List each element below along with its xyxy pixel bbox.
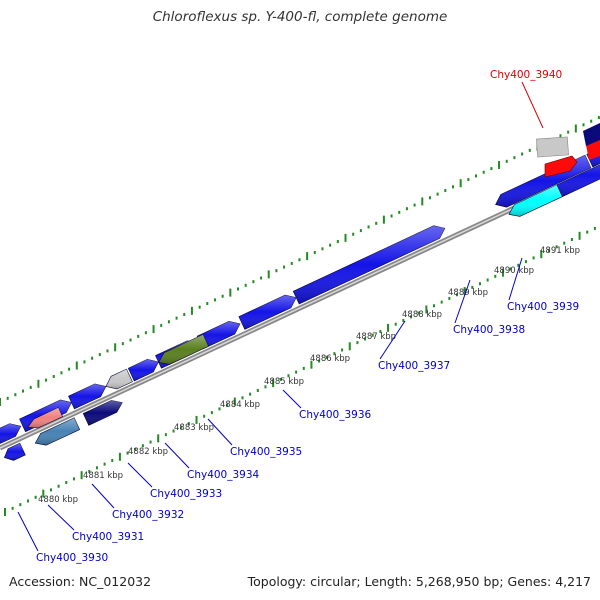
leader-line xyxy=(91,483,115,509)
leader-line xyxy=(207,418,233,446)
tick-label: 4885 kbp xyxy=(264,377,304,387)
leader-line xyxy=(17,511,39,552)
backbone-highlight xyxy=(0,167,600,449)
gene-shading xyxy=(27,407,63,429)
gene-lower xyxy=(158,334,209,365)
tick-labels: 4880 kbp 4881 kbp 4882 kbp 4883 kbp 4884 kbp… xyxy=(38,246,580,505)
leader-line xyxy=(47,504,75,531)
gene-shading xyxy=(128,359,159,381)
tick-label: 4888 kbp xyxy=(402,310,442,320)
gene-shading xyxy=(35,417,80,446)
gene-label: Chy400_3938 xyxy=(453,324,525,336)
gene-label: Chy400_3936 xyxy=(299,409,372,421)
gene-upper xyxy=(292,225,446,305)
accession-label: Accession: NC_012032 xyxy=(9,574,152,589)
gene-upper xyxy=(0,423,22,444)
gene-labels: Chy400_3930 Chy400_3931 Chy400_3932 Chy400_… xyxy=(17,69,579,564)
tick-label: 4882 kbp xyxy=(128,447,168,457)
gene-shading xyxy=(556,164,600,197)
tick-label: 4886 kbp xyxy=(310,354,350,364)
gene-lower xyxy=(34,417,81,446)
gene-navy-partial xyxy=(583,123,600,146)
outer-ruler xyxy=(0,116,600,406)
gene-shading xyxy=(508,184,563,217)
inner-ruler xyxy=(4,226,596,516)
genome-summary: Topology: circular; Length: 5,268,950 bp… xyxy=(247,574,591,589)
leader-line xyxy=(127,462,153,488)
gene-label: Chy400_3940 xyxy=(490,69,562,81)
tick-label: 4881 kbp xyxy=(83,471,123,481)
gene-label: Chy400_3933 xyxy=(150,488,222,500)
gene-shading xyxy=(0,423,21,444)
leader-line xyxy=(379,320,406,360)
tick-label: 4880 kbp xyxy=(38,495,78,505)
gene-label: Chy400_3932 xyxy=(112,509,184,521)
gene-label: Chy400_3939 xyxy=(507,301,579,313)
gene-lower xyxy=(4,442,26,461)
leader-line xyxy=(508,257,523,301)
tick-label: 4884 kbp xyxy=(220,400,260,410)
gene-features xyxy=(0,123,600,461)
gene-shading xyxy=(68,383,106,409)
gene-shading xyxy=(158,334,209,365)
gene-shading xyxy=(293,225,445,304)
gene-upper xyxy=(238,294,297,330)
gene-red-block xyxy=(544,155,578,178)
gene-shading xyxy=(4,443,26,461)
leader-line xyxy=(454,279,471,324)
tick-label: 4883 kbp xyxy=(174,423,214,433)
gene-lower xyxy=(27,407,63,429)
gene-upper xyxy=(68,383,107,410)
gene-label: Chy400_3931 xyxy=(72,531,144,543)
genome-backbone xyxy=(0,165,600,451)
leader-line xyxy=(282,389,302,409)
gene-label: Chy400_3937 xyxy=(378,360,450,372)
gene-label: Chy400_3930 xyxy=(36,552,108,564)
gene-shading xyxy=(83,400,123,426)
tick-label: 4889 kbp xyxy=(448,288,488,298)
tick-label: 4891 kbp xyxy=(540,246,580,256)
gene-upper xyxy=(105,368,133,390)
gene-shading xyxy=(105,369,133,389)
gene-lower xyxy=(82,400,123,426)
gene-upper xyxy=(127,359,159,382)
gene-shading xyxy=(197,321,241,349)
leader-line xyxy=(521,81,544,129)
gene-gray-block xyxy=(536,136,569,158)
map-title: Chloroflexus sp. Y-400-fl, complete geno… xyxy=(152,9,448,25)
tick-label: 4887 kbp xyxy=(356,332,396,342)
gene-lower xyxy=(556,164,600,197)
gene-shading xyxy=(238,295,297,330)
gene-label: Chy400_3934 xyxy=(187,469,260,481)
leader-line xyxy=(164,442,190,469)
gene-label: Chy400_3935 xyxy=(230,446,302,458)
tick-label: 4890 kbp xyxy=(494,266,534,276)
